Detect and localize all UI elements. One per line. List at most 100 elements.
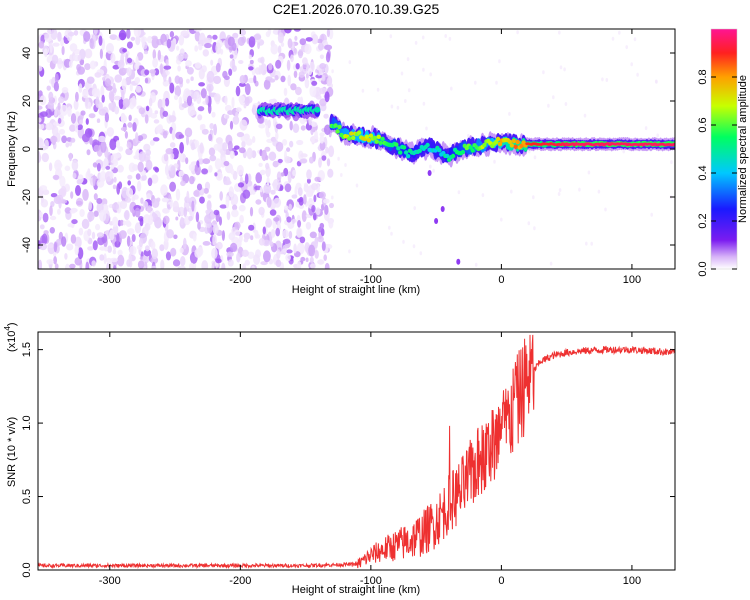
- signal-cell: [497, 141, 503, 147]
- signal-cell: [672, 142, 675, 146]
- noise-cell: [151, 212, 156, 219]
- noise-cell: [126, 29, 131, 39]
- noise-cell: [124, 210, 130, 221]
- noise-cell: [449, 142, 452, 147]
- signal-cell: [376, 134, 381, 139]
- noise-cell: [93, 144, 101, 152]
- noise-cell: [292, 169, 297, 177]
- noise-cell: [166, 229, 175, 239]
- noise-cell: [126, 141, 132, 149]
- noise-cell: [135, 132, 139, 144]
- noise-cell: [255, 199, 262, 205]
- noise-cell: [122, 220, 127, 226]
- noise-cell: [109, 34, 118, 40]
- noise-cell: [223, 160, 230, 167]
- noise-cell: [636, 72, 639, 77]
- noise-cell: [146, 35, 153, 44]
- colorbar-gradient: [711, 29, 737, 269]
- x-tick-label: -300: [99, 274, 121, 286]
- noise-cell: [495, 80, 498, 85]
- noise-cell: [414, 40, 418, 45]
- noise-cell: [57, 57, 63, 70]
- noise-cell: [141, 174, 147, 181]
- noise-cell: [127, 228, 135, 235]
- noise-cell: [259, 186, 263, 193]
- noise-cell: [286, 147, 291, 152]
- signal-cell: [495, 136, 501, 142]
- noise-cell: [650, 212, 653, 217]
- noise-cell: [166, 38, 172, 49]
- noise-cell: [305, 72, 309, 79]
- noise-cell: [213, 75, 222, 85]
- noise-cell: [100, 85, 105, 98]
- noise-cell: [79, 209, 85, 217]
- noise-cell: [232, 32, 239, 39]
- noise-cell: [325, 51, 331, 63]
- noise-cell: [178, 76, 184, 85]
- noise-cell: [275, 123, 283, 130]
- noise-cell: [547, 103, 550, 108]
- noise-cell: [277, 158, 283, 164]
- noise-cell: [230, 168, 235, 175]
- signal-cell: [378, 140, 383, 145]
- noise-cell: [44, 33, 49, 39]
- signal-cell: [519, 143, 524, 148]
- noise-cell: [112, 216, 119, 227]
- noise-cell: [241, 249, 249, 257]
- noise-cell: [70, 191, 74, 199]
- noise-cell: [118, 29, 127, 41]
- noise-cell: [204, 42, 212, 49]
- noise-cell: [114, 106, 120, 115]
- noise-cell: [197, 114, 203, 121]
- noise-cell: [45, 122, 53, 131]
- noise-cell: [110, 53, 116, 64]
- y-tick-label: -40: [21, 237, 33, 253]
- noise-cell: [39, 111, 48, 117]
- noise-cell: [527, 221, 531, 226]
- noise-cell: [129, 245, 137, 256]
- noise-cell: [467, 134, 470, 138]
- colorbar-tick-label: 0.2: [697, 213, 709, 228]
- chart-title: C2E1.2026.070.10.39.G25: [273, 1, 440, 17]
- noise-cell: [75, 91, 79, 102]
- noise-cell: [82, 188, 89, 201]
- noise-cell: [50, 29, 58, 40]
- noise-cell: [180, 30, 189, 37]
- noise-cell: [97, 236, 105, 246]
- noise-cell: [165, 251, 172, 261]
- noise-cell: [96, 198, 103, 204]
- noise-cell: [179, 247, 184, 254]
- noise-cell: [135, 173, 141, 180]
- noise-cell: [120, 127, 128, 131]
- noise-cell: [232, 115, 240, 125]
- noise-cell: [233, 145, 240, 150]
- noise-cell: [89, 38, 94, 49]
- noise-cell: [138, 107, 146, 115]
- noise-cell: [194, 248, 202, 258]
- noise-cell: [39, 185, 48, 191]
- noise-cell: [111, 203, 119, 210]
- noise-cell: [85, 261, 90, 269]
- noise-cell: [229, 120, 234, 130]
- noise-cell: [280, 75, 286, 83]
- noise-cell: [311, 205, 316, 213]
- noise-cell: [314, 238, 319, 249]
- noise-cell: [255, 172, 262, 184]
- signal-cell: [437, 148, 442, 153]
- noise-cell: [244, 173, 249, 185]
- noise-cell: [221, 230, 225, 241]
- y-tick-label: 0: [21, 146, 33, 152]
- noise-cell: [152, 57, 159, 68]
- noise-cell: [116, 233, 120, 245]
- noise-cell: [151, 37, 159, 49]
- noise-cell: [625, 45, 628, 50]
- noise-cell: [87, 101, 92, 110]
- noise-cell: [134, 77, 141, 84]
- noise-cell: [421, 35, 425, 40]
- noise-cell: [180, 216, 184, 226]
- noise-cell: [160, 259, 165, 269]
- noise-cell: [119, 230, 127, 239]
- noise-cell: [95, 96, 100, 108]
- noise-cell: [53, 95, 57, 105]
- noise-cell: [125, 197, 132, 203]
